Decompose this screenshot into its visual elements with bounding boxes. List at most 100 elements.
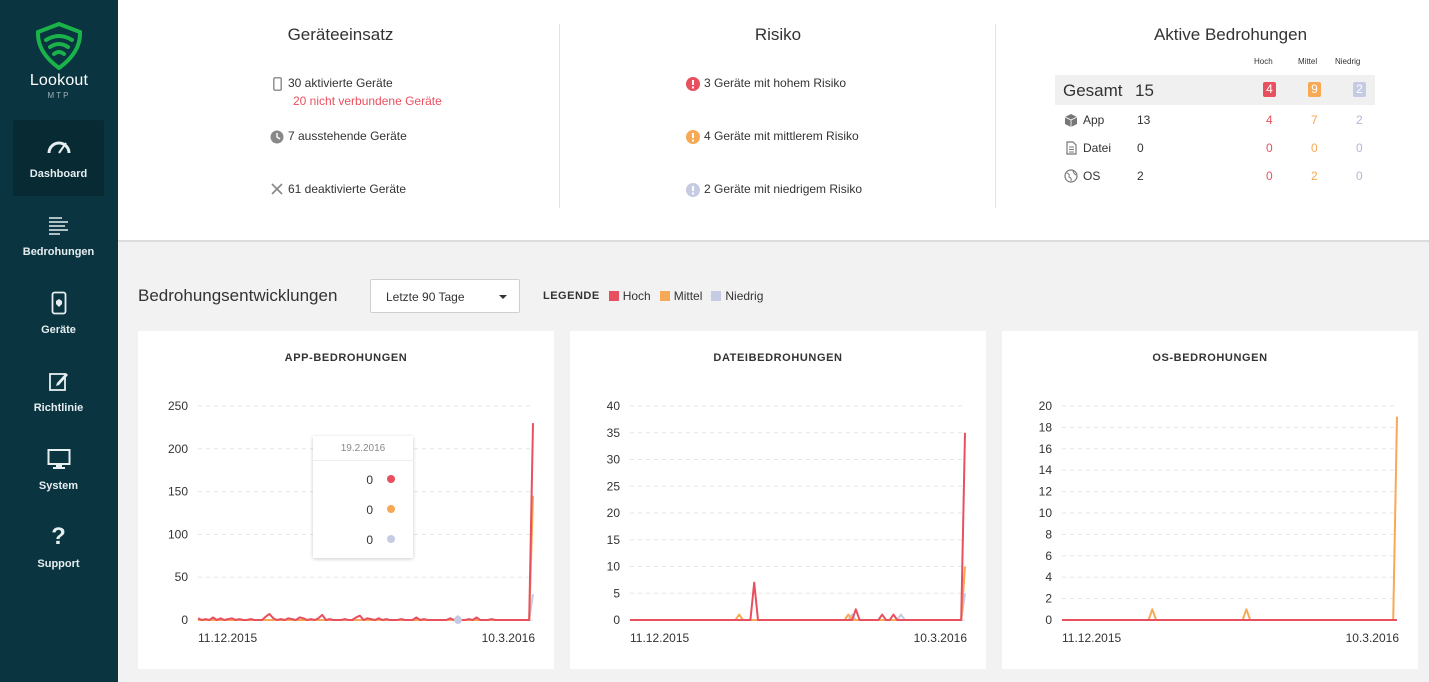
divider — [559, 24, 560, 208]
y-tick-label: 35 — [607, 426, 621, 440]
datei-label[interactable]: Datei — [1083, 141, 1112, 155]
tooltip-dot-medium — [387, 505, 395, 513]
chart-title-os: OS-BEDROHUNGEN — [1152, 352, 1268, 364]
col-low: Niedrig — [1335, 57, 1361, 66]
nav-support[interactable]: ? Support — [13, 510, 104, 586]
deactivated-devices[interactable]: 61 deaktivierte Geräte — [266, 182, 406, 196]
nav-richtlinie[interactable]: Richtlinie — [13, 354, 104, 430]
app-total: 13 — [1137, 113, 1151, 127]
logo[interactable]: Lookout MTP — [0, 22, 118, 100]
chart-datei[interactable]: 0 5 10 15 20 25 30 35 40 11.12.2015 10.3.2016 — [570, 331, 986, 669]
hover-point — [454, 616, 462, 624]
chart-os[interactable]: 0 2 4 6 8 10 12 14 16 18 20 11.12.2015 10.3.2016 — [1002, 331, 1418, 669]
os-label[interactable]: OS — [1083, 169, 1101, 183]
series-line-niedrig — [630, 593, 966, 621]
y-tick-label: 15 — [607, 533, 621, 547]
y-tick-label: 30 — [607, 453, 621, 467]
chart-tooltip: 19.2.2016 0 0 0 — [313, 436, 413, 558]
globe-icon — [1064, 169, 1078, 183]
os-medium: 2 — [1311, 169, 1318, 183]
lookout-shield-icon — [35, 22, 83, 70]
bedrohungen-title: Aktive Bedrohungen — [1153, 25, 1308, 44]
disconnected-devices[interactable]: 20 nicht verbundene Geräte — [293, 94, 442, 108]
list-icon — [48, 217, 68, 235]
question-icon: ? — [51, 523, 66, 550]
nav-bedrohungen[interactable]: Bedrohungen — [13, 198, 104, 274]
nav-bedrohungen-label: Bedrohungen — [22, 246, 95, 258]
total-medium-badge: 9 — [1308, 82, 1321, 97]
risk-low-text: 2 Geräte mit niedrigem Risiko — [704, 182, 863, 196]
y-tick-label: 150 — [168, 485, 188, 499]
chevron-down-icon — [499, 295, 507, 299]
range-dropdown[interactable]: Letzte 90 Tage — [370, 279, 520, 313]
y-tick-label: 12 — [1039, 485, 1053, 499]
tooltip-low: 0 — [366, 533, 373, 547]
chart-title-datei: DATEIBEDROHUNGEN — [713, 352, 843, 364]
y-tick-label: 20 — [1039, 399, 1053, 413]
activated-devices-text: 30 aktivierte Geräte — [288, 76, 393, 90]
deactivated-devices-text: 61 deaktivierte Geräte — [288, 182, 407, 196]
chart-app[interactable]: 0 50 100 150 200 250 11.12.2015 10.3.2016 — [138, 331, 554, 669]
total-low-badge: 2 — [1353, 82, 1366, 97]
geraeteeinsatz-title: Geräteeinsatz — [287, 25, 394, 44]
y-tick-label: 50 — [175, 570, 189, 584]
y-tick-label: 0 — [181, 613, 188, 627]
risk-low[interactable]: 2 Geräte mit niedrigem Risiko — [682, 182, 862, 197]
pending-devices[interactable]: 7 ausstehende Geräte — [266, 129, 407, 144]
x-tick-label-end: 10.3.2016 — [482, 631, 536, 645]
total-row[interactable] — [1055, 75, 1375, 105]
y-tick-label: 10 — [607, 560, 621, 574]
nav-geraete-label: Geräte — [41, 324, 76, 336]
y-tick-label: 14 — [1039, 463, 1053, 477]
app-low: 2 — [1356, 113, 1363, 127]
x-tick-label-end: 10.3.2016 — [914, 631, 968, 645]
legend-title: LEGENDE — [543, 290, 600, 302]
risk-medium[interactable]: 4 Geräte mit mittlerem Risiko — [682, 129, 859, 144]
app-label[interactable]: App — [1083, 113, 1105, 127]
risk-high[interactable]: 3 Geräte mit hohem Risiko — [682, 76, 846, 91]
chart-panel-os: OS-BEDROHUNGEN 0 2 4 6 8 10 12 14 16 18 20 11.12.20… — [1002, 331, 1418, 669]
tooltip-medium: 0 — [366, 503, 373, 517]
tooltip-dot-high — [387, 475, 395, 483]
summary-panel: Geräteeinsatz 30 aktivierte Geräte 20 ni… — [118, 0, 1429, 242]
legend-high: Hoch — [622, 289, 651, 303]
datei-total: 0 — [1137, 141, 1144, 155]
nav-dashboard-label: Dashboard — [29, 168, 88, 180]
legend-medium: Mittel — [673, 289, 703, 303]
legend-swatch-high — [608, 291, 619, 301]
x-tick-label-end: 10.3.2016 — [1346, 631, 1400, 645]
os-low: 0 — [1356, 169, 1363, 183]
nav-system[interactable]: System — [13, 432, 104, 508]
clock-icon — [270, 130, 284, 144]
tooltip-dot-low — [387, 535, 395, 543]
y-tick-label: 16 — [1039, 442, 1053, 456]
phone-small-icon — [272, 77, 282, 91]
datei-high: 0 — [1266, 141, 1273, 155]
series-line-niedrig — [198, 594, 534, 621]
trends-title: Bedrohungsentwicklungen — [138, 286, 338, 305]
y-tick-label: 8 — [1045, 527, 1052, 541]
chart-title-app: APP-BEDROHUNGEN — [284, 352, 408, 364]
y-tick-label: 200 — [168, 442, 188, 456]
file-icon — [1066, 141, 1077, 155]
nav-system-label: System — [38, 480, 79, 492]
legend-swatch-medium — [659, 291, 670, 301]
nav-geraete[interactable]: Geräte — [13, 276, 104, 352]
y-tick-label: 4 — [1045, 570, 1052, 584]
y-tick-label: 18 — [1039, 420, 1053, 434]
y-tick-label: 0 — [613, 613, 620, 627]
nav-dashboard[interactable]: Dashboard — [13, 120, 104, 196]
y-tick-label: 25 — [607, 479, 621, 493]
x-tick-label-start: 11.12.2015 — [1062, 631, 1121, 645]
activated-devices[interactable]: 30 aktivierte Geräte — [266, 76, 393, 91]
nav-richtlinie-label: Richtlinie — [33, 402, 84, 414]
y-tick-label: 6 — [1045, 549, 1052, 563]
chart-panel-datei: DATEIBEDROHUNGEN 0 5 10 15 20 25 30 35 40 11.12.2… — [570, 331, 986, 669]
os-high: 0 — [1266, 169, 1273, 183]
gauge-icon — [47, 141, 70, 154]
legend: LEGENDE Hoch Mittel Niedrig — [543, 289, 772, 303]
col-high: Hoch — [1254, 57, 1273, 66]
datei-low: 0 — [1356, 141, 1363, 155]
sidebar: Lookout MTP Dashboard Bedrohungen Geräte… — [0, 0, 118, 682]
series-line-mittel — [1062, 416, 1398, 621]
